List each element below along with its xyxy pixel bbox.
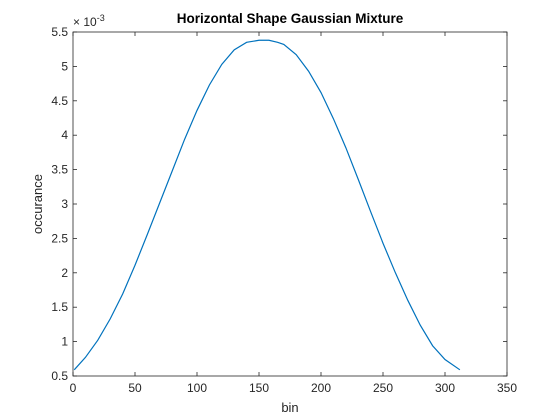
x-tick-label: 350 — [497, 381, 517, 395]
x-tick-label: 300 — [435, 381, 455, 395]
x-tick-labels: 0 50 100 150 200 250 300 350 — [70, 381, 518, 395]
x-tick-label: 100 — [187, 381, 207, 395]
x-axis-label: bin — [281, 400, 298, 415]
y-tick-label: 1.5 — [51, 300, 68, 314]
y-tick-label: 5 — [61, 59, 68, 73]
ticks — [72, 31, 508, 377]
y-tick-label: 3.5 — [51, 163, 68, 177]
y-tick-label: 1 — [61, 335, 68, 349]
y-tick-label: 4.5 — [51, 94, 68, 108]
y-exponent-power: -3 — [97, 13, 105, 23]
x-tick-label: 250 — [373, 381, 393, 395]
y-tick-label: 0.5 — [51, 369, 68, 383]
x-tick-label: 150 — [249, 381, 269, 395]
series-line — [73, 39, 461, 371]
y-tick-label: 5.5 — [51, 25, 68, 39]
y-tick-label: 3 — [61, 197, 68, 211]
x-tick-label: 50 — [128, 381, 142, 395]
y-axis-label: occurance — [30, 174, 45, 234]
y-tick-label: 2 — [61, 266, 68, 280]
y-tick-label: 4 — [61, 128, 68, 142]
y-exponent-base: × 10 — [73, 15, 97, 29]
plot-area — [72, 31, 508, 377]
chart-title: Horizontal Shape Gaussian Mixture — [177, 11, 404, 26]
x-tick-label: 200 — [311, 381, 331, 395]
x-tick-label: 0 — [70, 381, 77, 395]
y-tick-label: 2.5 — [51, 231, 68, 245]
y-exponent-label: × 10-3 — [73, 13, 105, 29]
y-tick-labels: 0.5 1 1.5 2 2.5 3 3.5 4 4.5 5 5.5 — [51, 25, 68, 383]
